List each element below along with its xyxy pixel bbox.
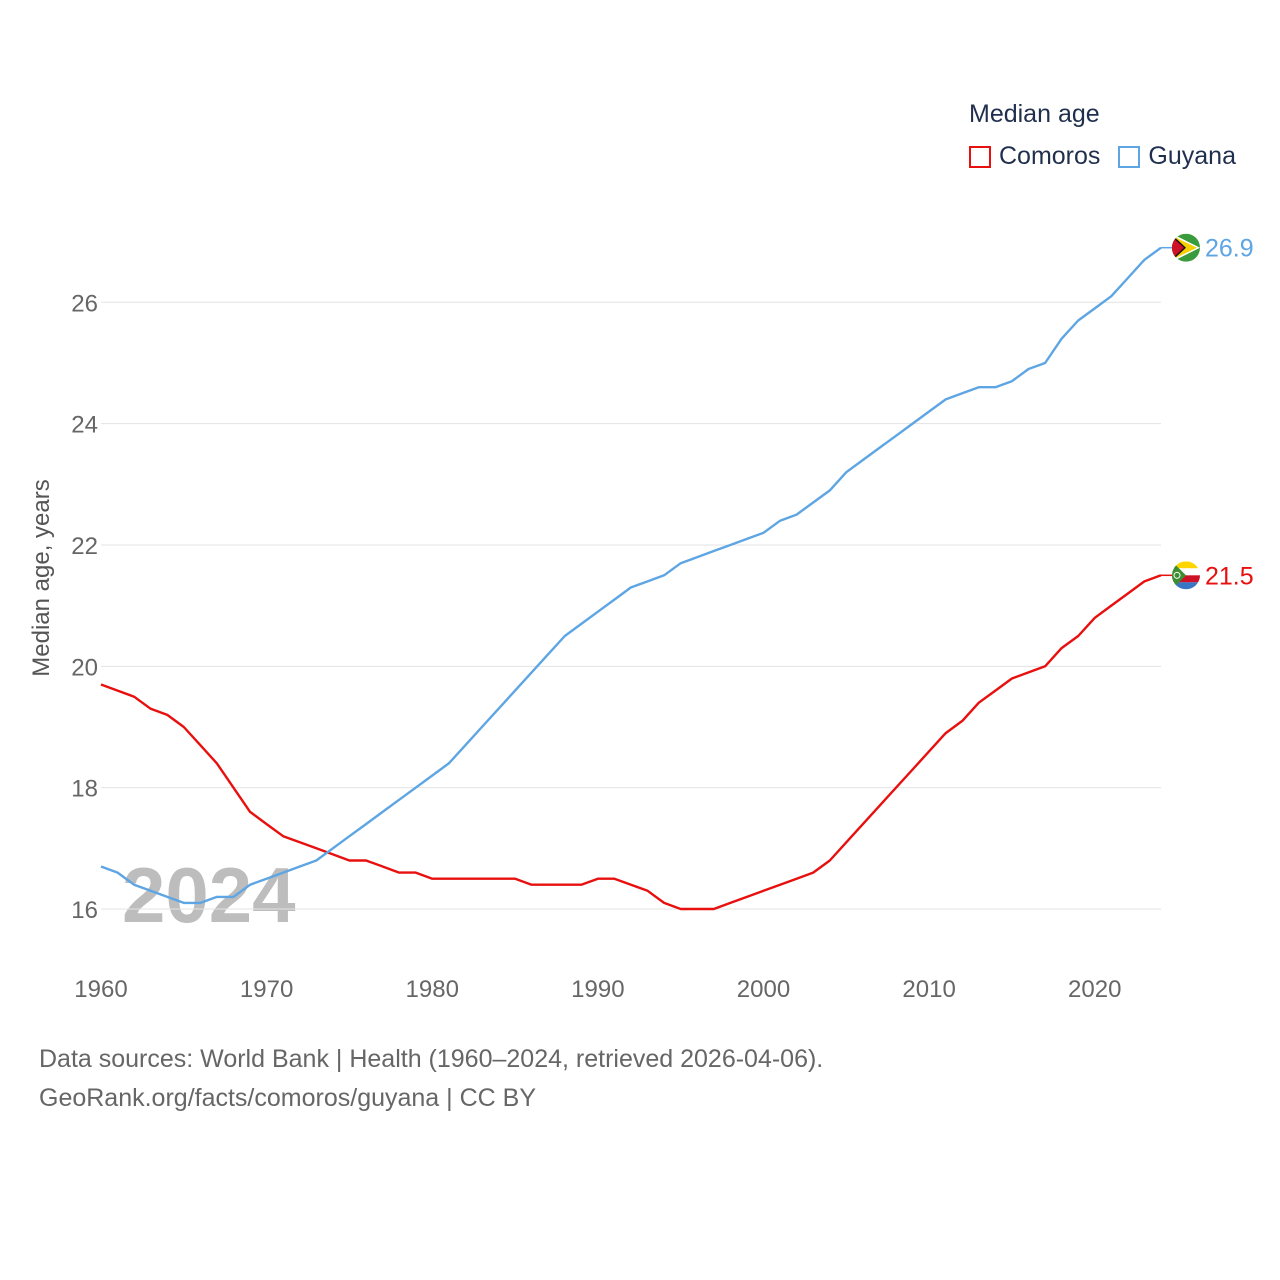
x-tick-label: 2020	[1068, 976, 1121, 1003]
x-tick-label: 2000	[737, 976, 790, 1003]
source-line-2[interactable]: GeoRank.org/facts/comoros/guyana | CC BY	[39, 1084, 536, 1112]
year-watermark: 2024	[122, 851, 296, 939]
source-line-1: Data sources: World Bank | Health (1960–…	[39, 1045, 824, 1073]
legend-label-guyana: Guyana	[1148, 142, 1236, 170]
end-value-label-comoros: 21.5	[1205, 562, 1254, 590]
y-axis-label: Median age, years	[28, 479, 55, 677]
legend-item-guyana[interactable]: Guyana	[1118, 142, 1236, 171]
y-tick-label: 20	[71, 654, 98, 681]
y-tick-label: 18	[71, 776, 98, 803]
legend-swatch-guyana	[1118, 145, 1141, 168]
legend-item-comoros[interactable]: Comoros	[969, 142, 1100, 171]
flag-icon-guyana	[1172, 233, 1200, 262]
x-tick-label: 2010	[902, 976, 955, 1003]
flag-icon-comoros	[1172, 561, 1200, 590]
x-tick-label: 1970	[240, 976, 293, 1003]
legend-label-comoros: Comoros	[999, 142, 1101, 170]
y-tick-label: 22	[71, 533, 98, 560]
end-value-label-guyana: 26.9	[1205, 235, 1254, 263]
series-line-guyana	[100, 246, 1162, 905]
legend: Comoros Guyana	[969, 142, 1254, 171]
legend-swatch-comoros	[969, 145, 991, 168]
x-tick-label: 1960	[74, 976, 127, 1003]
x-tick-label: 1980	[406, 976, 459, 1003]
series-line-comoros	[100, 574, 1162, 911]
legend-title: Median age	[969, 100, 1100, 128]
y-tick-label: 16	[71, 897, 98, 924]
y-tick-label: 26	[71, 290, 98, 317]
y-tick-label: 24	[71, 412, 98, 439]
x-tick-label: 1990	[571, 976, 624, 1003]
